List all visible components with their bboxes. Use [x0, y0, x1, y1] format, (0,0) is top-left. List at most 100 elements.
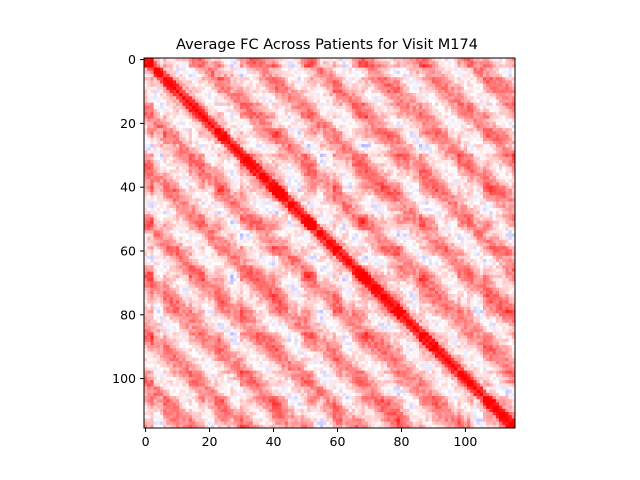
heatmap-cell	[438, 176, 442, 180]
heatmap-cell	[313, 58, 318, 62]
heatmap-cell	[313, 137, 318, 142]
heatmap-cell	[457, 115, 461, 119]
heatmap-cell	[185, 58, 190, 62]
heatmap-cell	[476, 134, 481, 139]
heatmap-cell	[502, 137, 506, 142]
heatmap-cell	[236, 185, 241, 190]
heatmap-cell	[483, 191, 487, 196]
heatmap-cell	[185, 156, 190, 161]
heatmap-cell	[367, 99, 372, 104]
heatmap-cell	[156, 172, 161, 177]
heatmap-cell	[214, 86, 218, 91]
heatmap-cell	[476, 70, 481, 75]
heatmap-cell	[144, 140, 148, 145]
heatmap-cell	[307, 121, 311, 126]
heatmap-cell	[483, 179, 487, 183]
heatmap-cell	[201, 160, 206, 164]
heatmap-cell	[255, 70, 260, 75]
heatmap-cell	[438, 96, 442, 100]
heatmap-cell	[441, 166, 445, 170]
heatmap-cell	[451, 124, 455, 129]
heatmap-cell	[236, 147, 241, 151]
heatmap-cell	[243, 163, 247, 167]
heatmap-cell	[252, 86, 257, 91]
heatmap-cell	[159, 99, 164, 104]
heatmap-cell	[345, 73, 350, 78]
heatmap-cell	[195, 83, 199, 88]
heatmap-cell	[374, 166, 378, 170]
heatmap-cell	[297, 172, 302, 177]
heatmap-cell	[476, 112, 481, 116]
heatmap-cell	[294, 86, 298, 91]
heatmap-cell	[345, 93, 350, 97]
heatmap-cell	[233, 185, 238, 190]
heatmap-cell	[201, 176, 206, 180]
heatmap-cell	[457, 93, 461, 97]
heatmap-cell	[159, 67, 164, 72]
heatmap-cell	[374, 182, 378, 186]
heatmap-cell	[483, 176, 487, 180]
heatmap-cell	[214, 67, 218, 72]
heatmap-cell	[284, 73, 289, 78]
heatmap-cell	[463, 179, 468, 183]
heatmap-cell	[262, 121, 266, 126]
heatmap-cell	[457, 86, 461, 91]
heatmap-cell	[358, 99, 362, 104]
heatmap-cell	[470, 73, 474, 78]
heatmap-cell	[211, 67, 215, 72]
heatmap-cell	[499, 160, 503, 164]
heatmap-cell	[470, 61, 474, 65]
heatmap-cell	[191, 185, 196, 190]
heatmap-cell	[217, 150, 222, 155]
heatmap-cell	[195, 137, 199, 142]
heatmap-cell	[271, 191, 276, 196]
heatmap-cell	[243, 118, 247, 123]
heatmap-cell	[358, 163, 362, 167]
heatmap-cell	[239, 70, 244, 75]
heatmap-cell	[236, 86, 241, 91]
heatmap-cell	[358, 172, 362, 177]
heatmap-cell	[255, 172, 260, 177]
heatmap-cell	[217, 153, 222, 158]
heatmap-cell	[310, 124, 314, 129]
heatmap-cell	[390, 147, 394, 151]
heatmap-cell	[342, 172, 346, 177]
heatmap-cell	[163, 156, 167, 161]
heatmap-cell	[406, 83, 410, 88]
heatmap-cell	[495, 64, 500, 68]
heatmap-cell	[326, 64, 330, 68]
heatmap-cell	[268, 99, 273, 104]
heatmap-cell	[259, 153, 263, 158]
heatmap-cell	[153, 156, 158, 161]
heatmap-cell	[201, 73, 206, 78]
heatmap-cell	[262, 83, 266, 88]
heatmap-cell	[329, 137, 334, 142]
heatmap-cell	[492, 73, 497, 78]
heatmap-cell	[313, 70, 318, 75]
heatmap-cell	[361, 89, 366, 94]
heatmap-cell	[342, 67, 346, 72]
heatmap-cell	[393, 121, 398, 126]
heatmap-cell	[431, 64, 436, 68]
heatmap-cell	[502, 182, 506, 186]
heatmap-cell	[358, 156, 362, 161]
heatmap-cell	[156, 147, 161, 151]
heatmap-cell	[511, 128, 516, 132]
heatmap-cell	[179, 153, 183, 158]
heatmap-cell	[271, 185, 276, 190]
heatmap-cell	[217, 172, 222, 177]
heatmap-cell	[153, 73, 158, 78]
heatmap-cell	[259, 172, 263, 177]
heatmap-cell	[223, 99, 228, 104]
heatmap-cell	[294, 121, 298, 126]
heatmap-cell	[259, 118, 263, 123]
heatmap-cell	[166, 73, 170, 78]
heatmap-cell	[335, 102, 340, 107]
heatmap-cell	[364, 121, 369, 126]
heatmap-cell	[454, 64, 458, 68]
heatmap-cell	[156, 160, 161, 164]
heatmap-cell	[239, 182, 244, 186]
heatmap-cell	[230, 80, 234, 84]
heatmap-cell	[425, 70, 429, 75]
heatmap-cell	[348, 147, 353, 151]
